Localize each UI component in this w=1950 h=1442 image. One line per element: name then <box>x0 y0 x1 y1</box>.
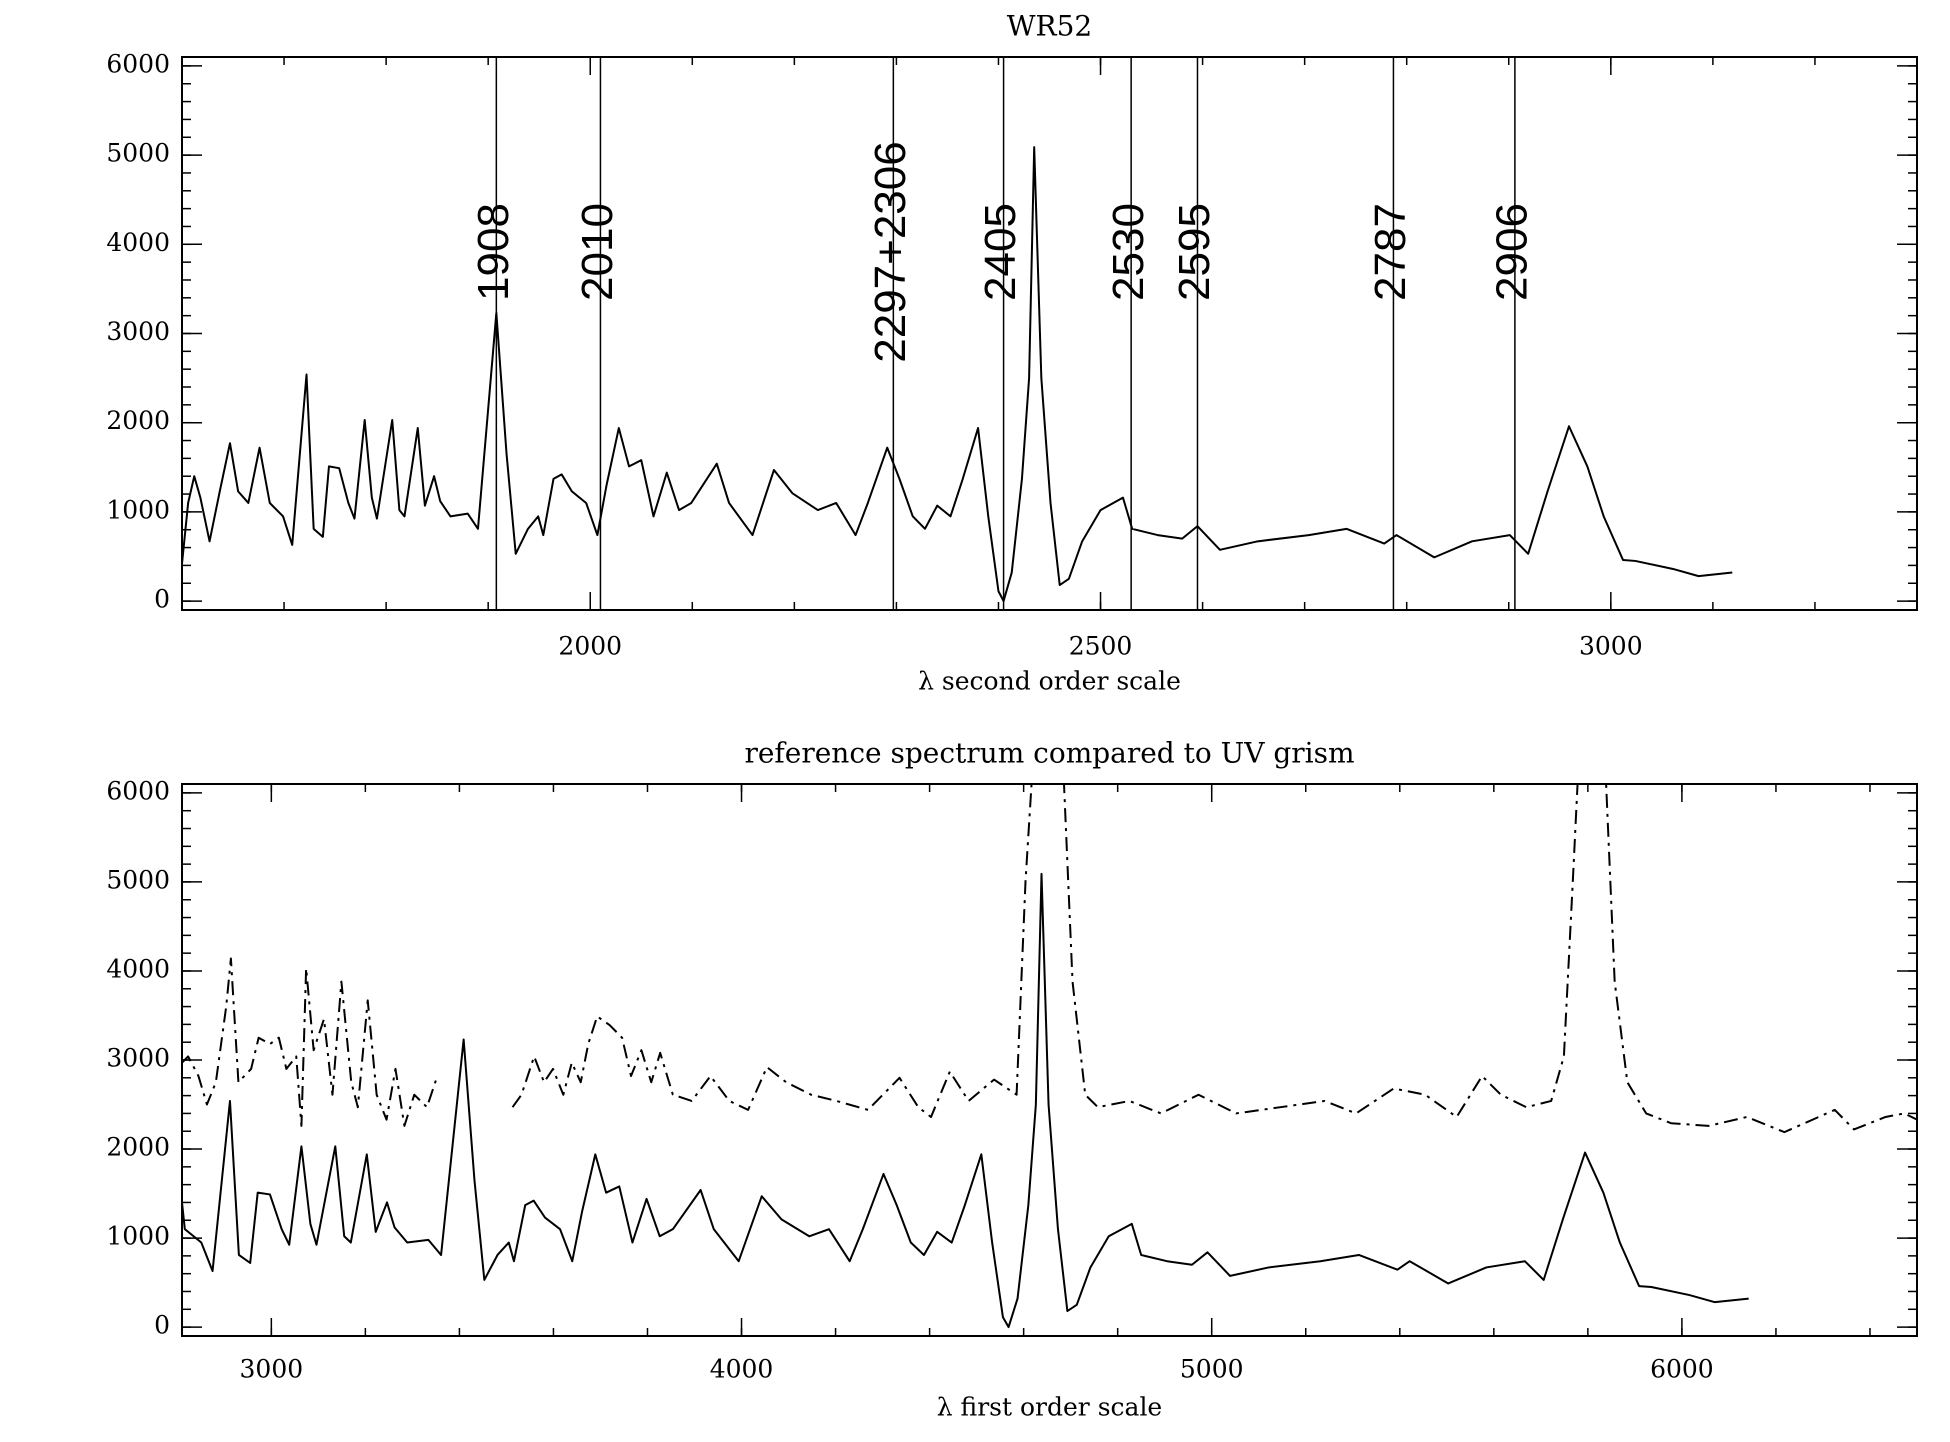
y-tick-label: 5000 <box>106 865 170 894</box>
y-tick-label: 5000 <box>106 139 170 168</box>
line-marker-label: 2297+2306 <box>866 141 915 362</box>
line-marker-label: 2010 <box>573 203 622 301</box>
plot-area <box>182 784 1917 1329</box>
line-marker-label: 2405 <box>976 203 1025 301</box>
spectrum-line <box>182 146 1733 603</box>
y-tick-label: 6000 <box>106 49 170 78</box>
spectrum-line <box>182 784 1917 1134</box>
line-marker-label: 1908 <box>469 203 518 301</box>
y-tick-label: 3000 <box>106 317 170 346</box>
x-tick-label: 3000 <box>240 1355 304 1384</box>
y-tick-label: 2000 <box>106 406 170 435</box>
y-tick-label: 2000 <box>106 1133 170 1162</box>
x-tick-label: 5000 <box>1180 1355 1244 1384</box>
y-tick-label: 4000 <box>106 954 170 983</box>
y-tick-label: 1000 <box>106 1222 170 1251</box>
spectrum-line <box>182 872 1749 1329</box>
x-tick-label: 6000 <box>1650 1355 1714 1384</box>
x-tick-label: 2000 <box>558 632 622 661</box>
y-tick-label: 1000 <box>106 495 170 524</box>
line-marker-label: 2787 <box>1366 203 1415 301</box>
y-tick-label: 0 <box>154 585 170 614</box>
y-tick-label: 3000 <box>106 1044 170 1073</box>
y-tick-label: 4000 <box>106 228 170 257</box>
x-axis-label: λ second order scale <box>918 667 1181 696</box>
x-tick-label: 3000 <box>1579 632 1643 661</box>
plot-frame <box>181 56 1918 611</box>
x-axis-label: λ first order scale <box>937 1393 1162 1422</box>
line-marker-label: 2530 <box>1104 203 1153 301</box>
y-tick-label: 6000 <box>106 776 170 805</box>
line-marker-label: 2906 <box>1488 203 1537 301</box>
plot-area <box>182 146 1733 603</box>
line-marker-label: 2595 <box>1170 203 1219 301</box>
chart-title: WR52 <box>1007 10 1093 43</box>
y-tick-label: 0 <box>154 1311 170 1340</box>
x-tick-label: 4000 <box>710 1355 774 1384</box>
x-tick-label: 2500 <box>1069 632 1133 661</box>
chart-title: reference spectrum compared to UV grism <box>744 737 1354 770</box>
